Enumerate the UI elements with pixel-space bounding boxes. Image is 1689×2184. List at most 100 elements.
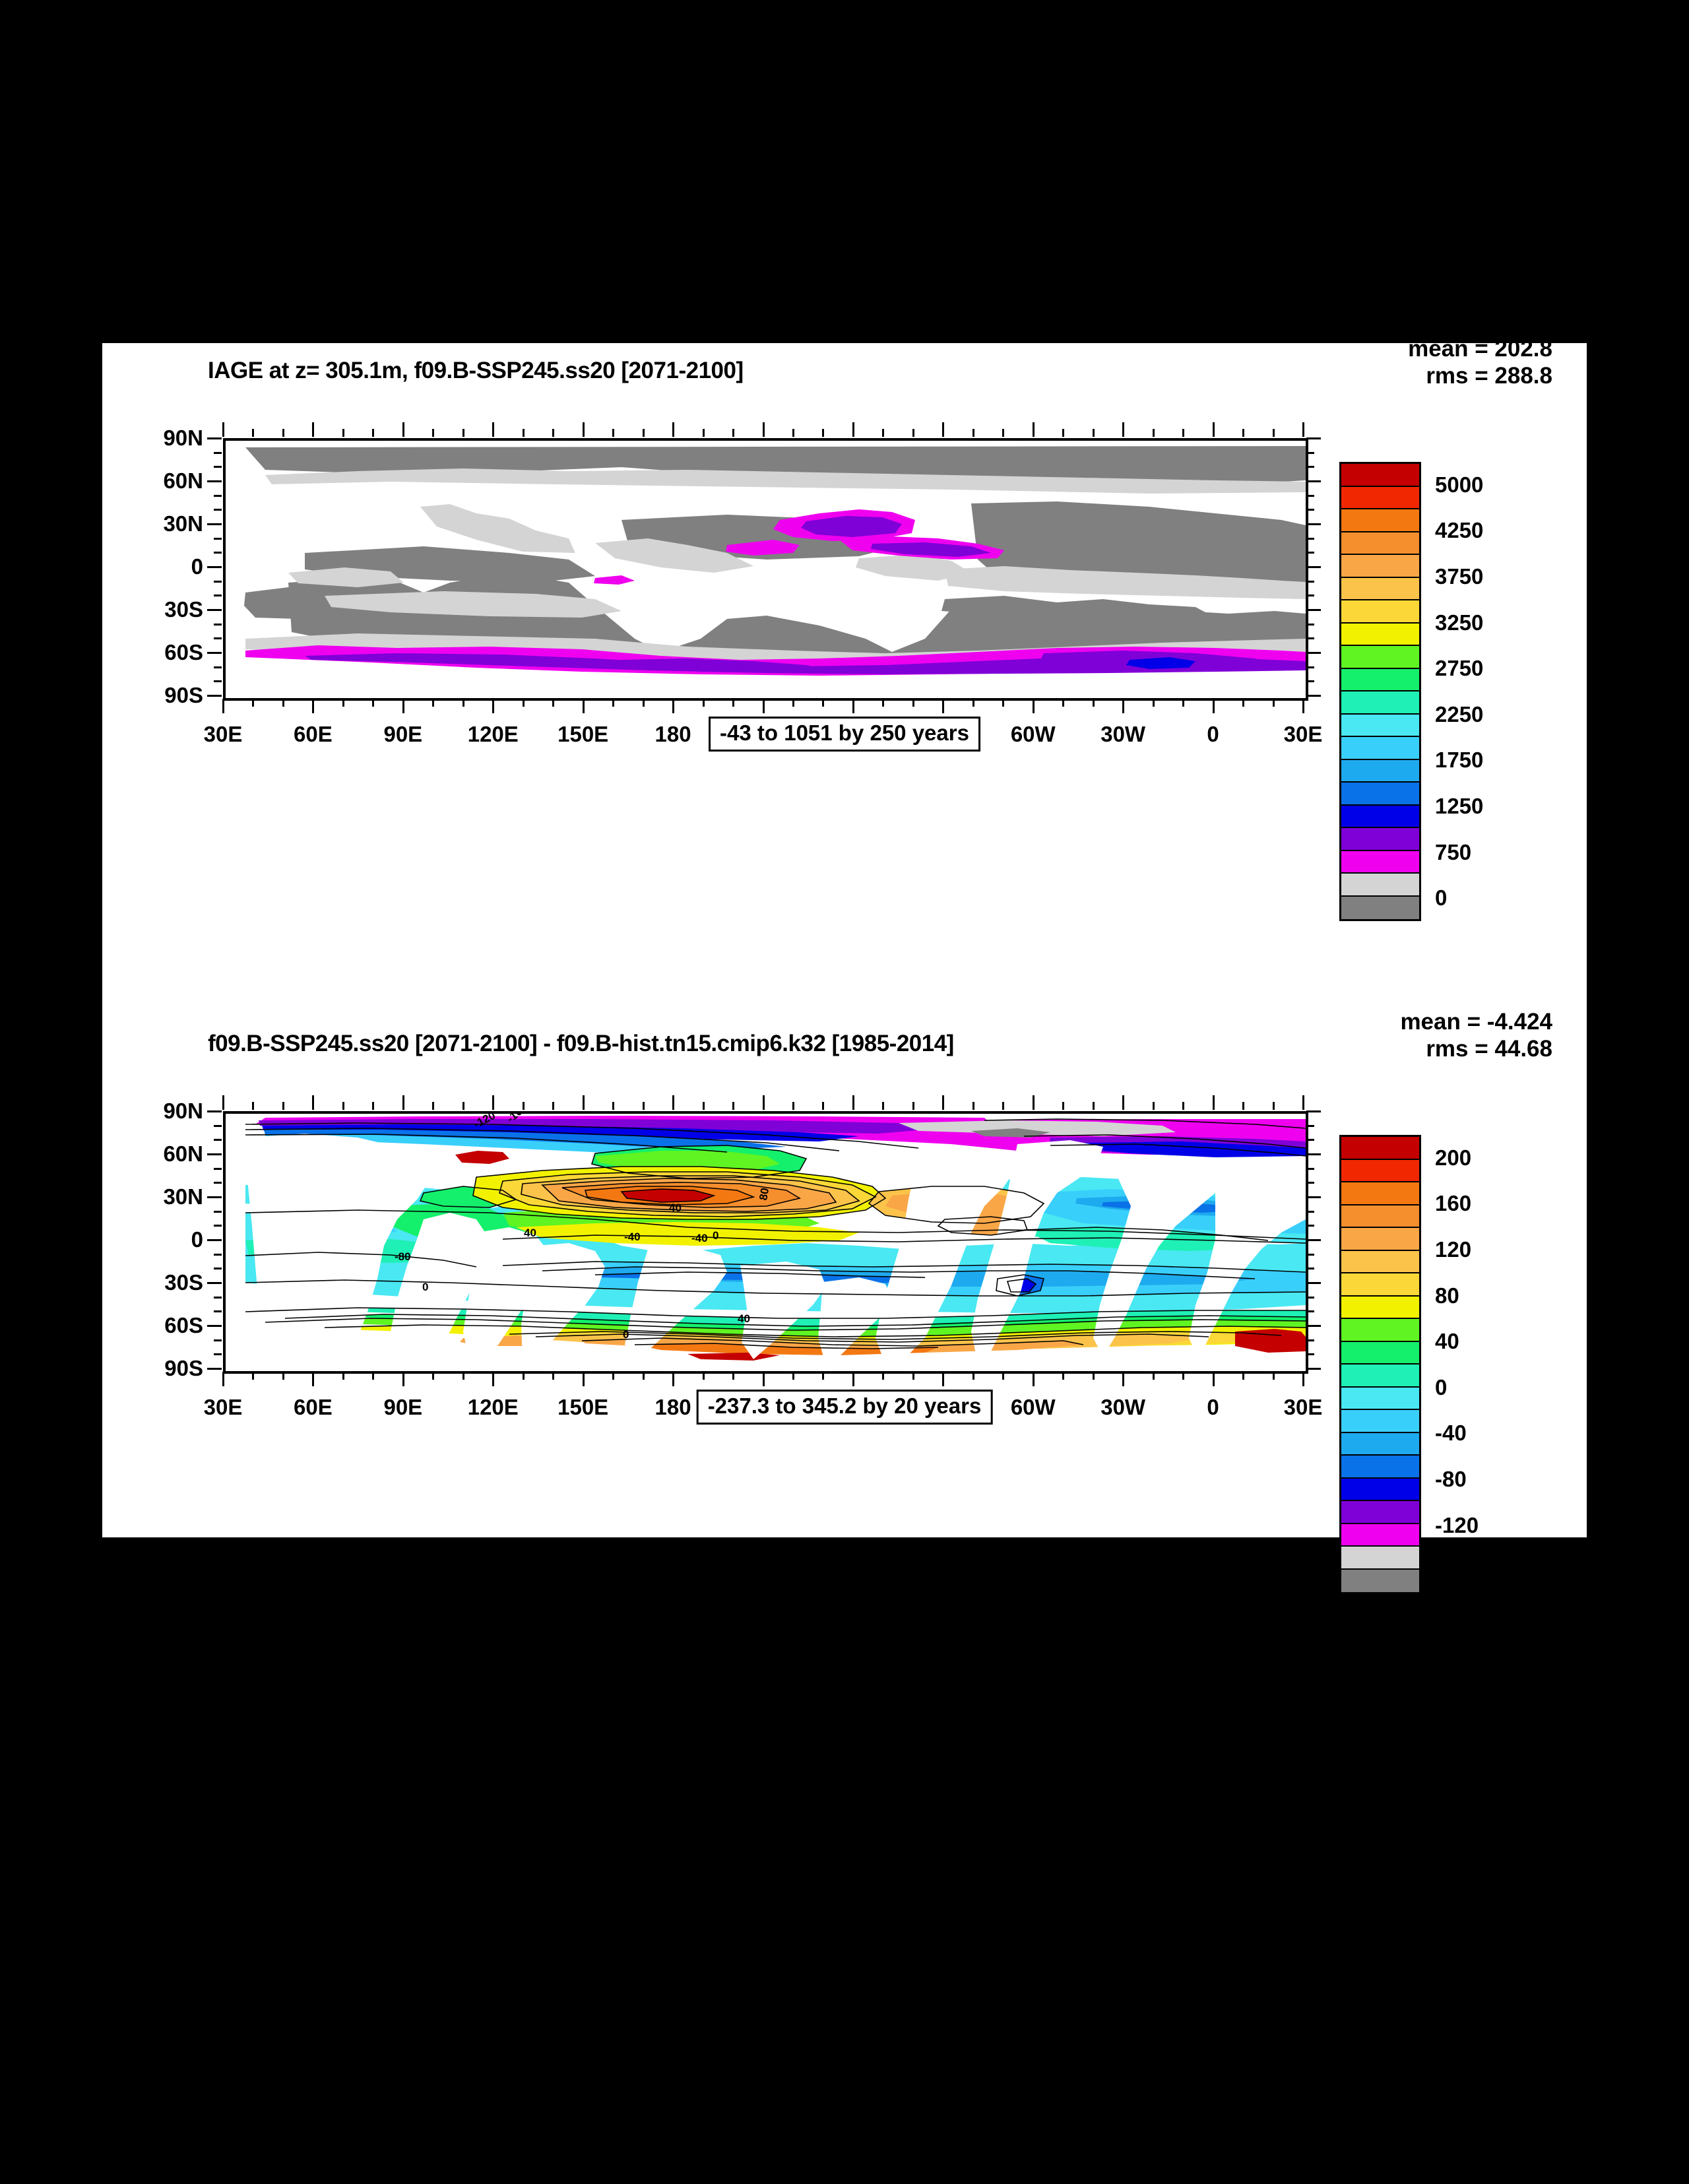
colorbar-tick-label: 80 (1435, 1283, 1459, 1308)
y-tick-minor (214, 666, 222, 668)
y-tick-major (1306, 1368, 1321, 1370)
colorbar-tick-label: 40 (1435, 1329, 1459, 1354)
svg-text:40: 40 (738, 1312, 750, 1325)
colorbar-band (1341, 759, 1419, 783)
svg-text:0: 0 (422, 1281, 428, 1293)
colorbar-band (1341, 828, 1419, 851)
x-tick-major (942, 422, 945, 437)
x-axis-label: 30E (203, 722, 243, 746)
y-tick-major (1306, 652, 1321, 654)
panel-top-rms: rms = 288.8 (1426, 363, 1552, 389)
colorbar-band (1341, 668, 1419, 691)
colorbar-band (1341, 1205, 1419, 1228)
svg-text:40: 40 (669, 1202, 682, 1214)
x-tick-major (942, 699, 945, 713)
x-tick-minor (912, 1102, 914, 1110)
colorbar-top (1339, 462, 1421, 921)
y-tick-major (207, 566, 222, 568)
x-axis-label: 60E (294, 722, 333, 746)
svg-text:-40: -40 (691, 1232, 708, 1244)
x-tick-minor (462, 429, 464, 437)
x-tick-minor (522, 1102, 525, 1110)
panel-bottom-stats: mean = -4.424 rms = 44.68 (1400, 1008, 1552, 1063)
x-axis-label: 30E (1283, 722, 1323, 746)
y-axis-label: 90N (163, 1099, 203, 1123)
colorbar-tick-label: -80 (1435, 1467, 1467, 1491)
y-tick-minor (214, 637, 222, 640)
x-tick-minor (552, 1102, 555, 1110)
colorbar-tick-label: 0 (1435, 1374, 1448, 1399)
x-tick-major (1302, 1095, 1304, 1110)
x-axis-label: 30E (203, 1395, 243, 1419)
x-axis-label: 30W (1100, 722, 1146, 746)
x-tick-major (852, 422, 854, 437)
colorbar-band (1341, 1569, 1419, 1592)
x-tick-minor (1182, 1102, 1185, 1110)
x-tick-minor (282, 429, 284, 437)
y-tick-minor (214, 1210, 222, 1213)
x-tick-minor (252, 429, 255, 437)
x-tick-minor (342, 1102, 344, 1110)
y-tick-major (207, 652, 222, 654)
colorbar-band (1341, 1159, 1419, 1182)
svg-text:-80: -80 (395, 1250, 411, 1263)
x-tick-major (672, 1095, 675, 1110)
y-tick-major (207, 437, 222, 439)
y-axis-label: 90N (163, 426, 203, 450)
colorbar-band (1341, 1296, 1419, 1319)
x-tick-major (1302, 1372, 1304, 1386)
x-tick-minor (792, 1102, 794, 1110)
colorbar-tick-label: 3250 (1435, 610, 1484, 635)
colorbar-tick-label: 1750 (1435, 748, 1484, 773)
colorbar-tick-label: -200 (1435, 1604, 1479, 1629)
x-tick-major (1122, 699, 1125, 713)
y-tick-major (1306, 1239, 1321, 1241)
x-tick-minor (1092, 429, 1095, 437)
x-tick-minor (1242, 429, 1245, 437)
x-tick-minor (822, 1102, 825, 1110)
x-tick-minor (702, 429, 705, 437)
x-axis-label: 90E (383, 722, 423, 746)
colorbar-band (1341, 509, 1419, 532)
x-tick-major (1212, 1372, 1215, 1386)
x-tick-major (222, 1095, 224, 1110)
x-tick-minor (1002, 1102, 1005, 1110)
x-axis-label: 30W (1100, 1395, 1146, 1419)
colorbar-band (1341, 805, 1419, 828)
colorbar-tick-label: 3750 (1435, 564, 1484, 589)
x-tick-major (1302, 699, 1304, 713)
x-tick-minor (612, 429, 615, 437)
figure-panel: IAGE at z= 305.1m, f09.B-SSP245.ss20 [20… (102, 336, 1587, 1629)
x-tick-major (312, 699, 315, 713)
colorbar-tick-label: 4250 (1435, 518, 1484, 543)
x-tick-major (492, 699, 495, 713)
x-tick-major (672, 1372, 675, 1386)
x-tick-minor (972, 429, 974, 437)
panel-bottom-mean: mean = -4.424 (1400, 1009, 1552, 1035)
colorbar-tick-label: 160 (1435, 1191, 1472, 1216)
x-tick-minor (552, 429, 555, 437)
y-axis-label: 30S (164, 597, 203, 622)
y-tick-major (207, 523, 222, 525)
x-axis-label: 180 (654, 1395, 691, 1419)
x-tick-minor (282, 1102, 284, 1110)
y-tick-major (1306, 609, 1321, 611)
y-tick-major (207, 1196, 222, 1198)
colorbar-band (1341, 1501, 1419, 1524)
colorbar-band (1341, 532, 1419, 555)
x-tick-minor (1062, 1102, 1065, 1110)
y-tick-major (1306, 1196, 1321, 1198)
x-axis-label: 60W (1010, 722, 1056, 746)
y-tick-major (1306, 1325, 1321, 1327)
y-tick-minor (214, 623, 222, 626)
x-tick-major (942, 1372, 945, 1386)
x-tick-minor (1152, 1102, 1155, 1110)
x-axis-label: 90E (383, 1395, 423, 1419)
x-tick-major (942, 1095, 945, 1110)
x-axis-label: 0 (1207, 1395, 1219, 1419)
y-axis-label: 90S (164, 1356, 203, 1380)
colorbar-band (1341, 1365, 1419, 1388)
y-axis-label: 60S (164, 1313, 203, 1337)
colorbar-band (1341, 1273, 1419, 1297)
y-tick-minor (214, 1268, 222, 1270)
